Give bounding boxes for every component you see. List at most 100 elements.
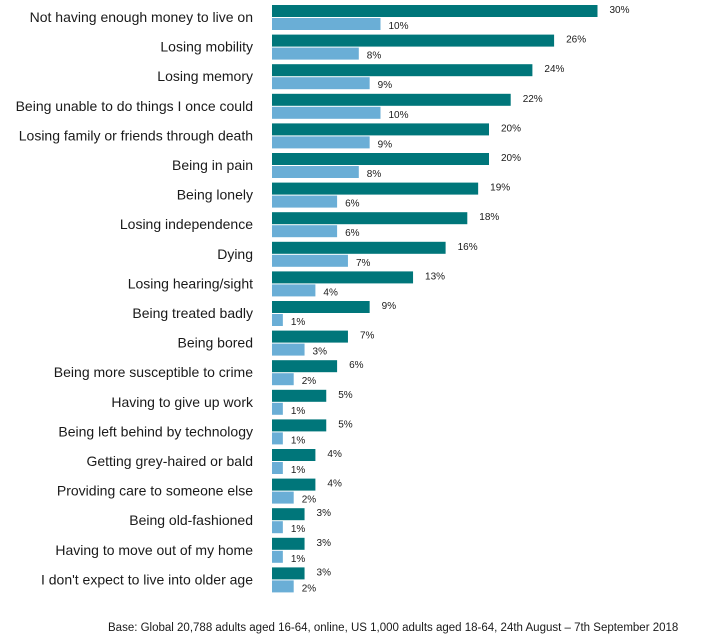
bar bbox=[272, 330, 348, 343]
bar bbox=[272, 478, 316, 491]
category-label: Being unable to do things I once could bbox=[16, 98, 253, 114]
data-label: 1% bbox=[291, 554, 306, 565]
data-label: 4% bbox=[323, 287, 338, 298]
category-label: Being old-fashioned bbox=[129, 512, 253, 528]
category-label: Losing memory bbox=[157, 68, 253, 84]
bar bbox=[272, 521, 283, 534]
bar bbox=[272, 389, 327, 402]
data-label: 2% bbox=[302, 376, 317, 387]
bar bbox=[272, 77, 370, 90]
category-label: Being left behind by technology bbox=[58, 423, 253, 439]
data-label: 7% bbox=[360, 331, 375, 342]
bar bbox=[272, 212, 468, 225]
data-label: 30% bbox=[610, 5, 630, 16]
category-label: Being more susceptible to crime bbox=[54, 364, 253, 380]
data-label: 2% bbox=[302, 495, 317, 506]
data-label: 3% bbox=[317, 538, 332, 549]
data-label: 2% bbox=[302, 583, 317, 594]
bar bbox=[272, 550, 283, 563]
bar bbox=[272, 314, 283, 326]
data-label: 8% bbox=[367, 51, 382, 62]
bar bbox=[272, 537, 305, 550]
data-label: 3% bbox=[317, 508, 332, 519]
data-label: 26% bbox=[566, 35, 586, 46]
data-label: 4% bbox=[327, 449, 342, 460]
data-label: 6% bbox=[345, 228, 360, 239]
data-label: 3% bbox=[313, 347, 328, 358]
bar bbox=[272, 93, 511, 106]
data-label: 4% bbox=[327, 479, 342, 490]
bar bbox=[272, 166, 359, 178]
bar bbox=[272, 153, 489, 165]
bar bbox=[272, 402, 283, 415]
bar bbox=[272, 343, 305, 356]
bar bbox=[272, 491, 294, 504]
data-label: 1% bbox=[291, 465, 306, 476]
category-label: Dying bbox=[217, 246, 253, 262]
bar bbox=[272, 462, 283, 474]
category-label: Being in pain bbox=[172, 157, 253, 173]
base-note: Base: Global 20,788 adults aged 16-64, o… bbox=[108, 622, 679, 634]
bar bbox=[272, 284, 316, 297]
data-label: 9% bbox=[378, 80, 393, 91]
bar bbox=[272, 34, 555, 47]
bar bbox=[272, 241, 446, 254]
bar bbox=[272, 195, 338, 208]
bar bbox=[272, 18, 381, 30]
data-label: 22% bbox=[523, 94, 543, 105]
data-label: 7% bbox=[356, 258, 371, 269]
data-label: 10% bbox=[389, 110, 409, 121]
category-label: Being bored bbox=[177, 335, 253, 351]
data-label: 3% bbox=[317, 567, 332, 578]
bar bbox=[272, 271, 414, 284]
data-label: 6% bbox=[349, 360, 364, 371]
bar bbox=[272, 254, 348, 267]
data-label: 16% bbox=[458, 242, 478, 253]
data-label: 18% bbox=[479, 212, 499, 223]
data-label: 19% bbox=[490, 183, 510, 194]
bar bbox=[272, 64, 533, 77]
bar bbox=[272, 373, 294, 386]
data-label: 1% bbox=[291, 406, 306, 417]
category-label: Losing hearing/sight bbox=[128, 275, 253, 291]
bar bbox=[272, 419, 327, 432]
bar bbox=[272, 5, 598, 17]
bar bbox=[272, 123, 489, 136]
data-label: 10% bbox=[389, 21, 409, 32]
bar bbox=[272, 449, 316, 461]
bar bbox=[272, 301, 370, 313]
data-label: 20% bbox=[501, 153, 521, 164]
category-label: Being lonely bbox=[177, 187, 253, 203]
category-label: Getting grey-haired or bald bbox=[86, 453, 253, 469]
data-label: 1% bbox=[291, 317, 306, 328]
data-label: 1% bbox=[291, 524, 306, 535]
category-label: Having to move out of my home bbox=[55, 542, 253, 558]
bar bbox=[272, 106, 381, 119]
data-label: 24% bbox=[544, 64, 564, 75]
data-label: 1% bbox=[291, 435, 306, 446]
data-label: 5% bbox=[338, 390, 353, 401]
data-label: 9% bbox=[378, 139, 393, 150]
bar bbox=[272, 567, 305, 580]
category-label: Losing mobility bbox=[160, 39, 253, 55]
category-label: Not having enough money to live on bbox=[30, 9, 253, 25]
bar bbox=[272, 47, 359, 60]
category-label: Losing family or friends through death bbox=[19, 127, 253, 143]
bar bbox=[272, 225, 338, 238]
bar bbox=[272, 580, 294, 593]
category-label: Providing care to someone else bbox=[57, 483, 253, 499]
data-label: 13% bbox=[425, 271, 445, 282]
bar bbox=[272, 508, 305, 521]
bar bbox=[272, 432, 283, 445]
bar bbox=[272, 182, 479, 195]
data-label: 9% bbox=[382, 301, 397, 312]
bar bbox=[272, 136, 370, 149]
category-label: I don't expect to live into older age bbox=[41, 571, 253, 587]
category-label: Having to give up work bbox=[111, 394, 254, 410]
bar-chart: Not having enough money to live on 30% 10%… bbox=[16, 5, 630, 594]
bar bbox=[272, 360, 338, 373]
data-label: 5% bbox=[338, 419, 353, 430]
data-label: 20% bbox=[501, 123, 521, 134]
data-label: 6% bbox=[345, 199, 360, 210]
data-label: 8% bbox=[367, 169, 382, 180]
